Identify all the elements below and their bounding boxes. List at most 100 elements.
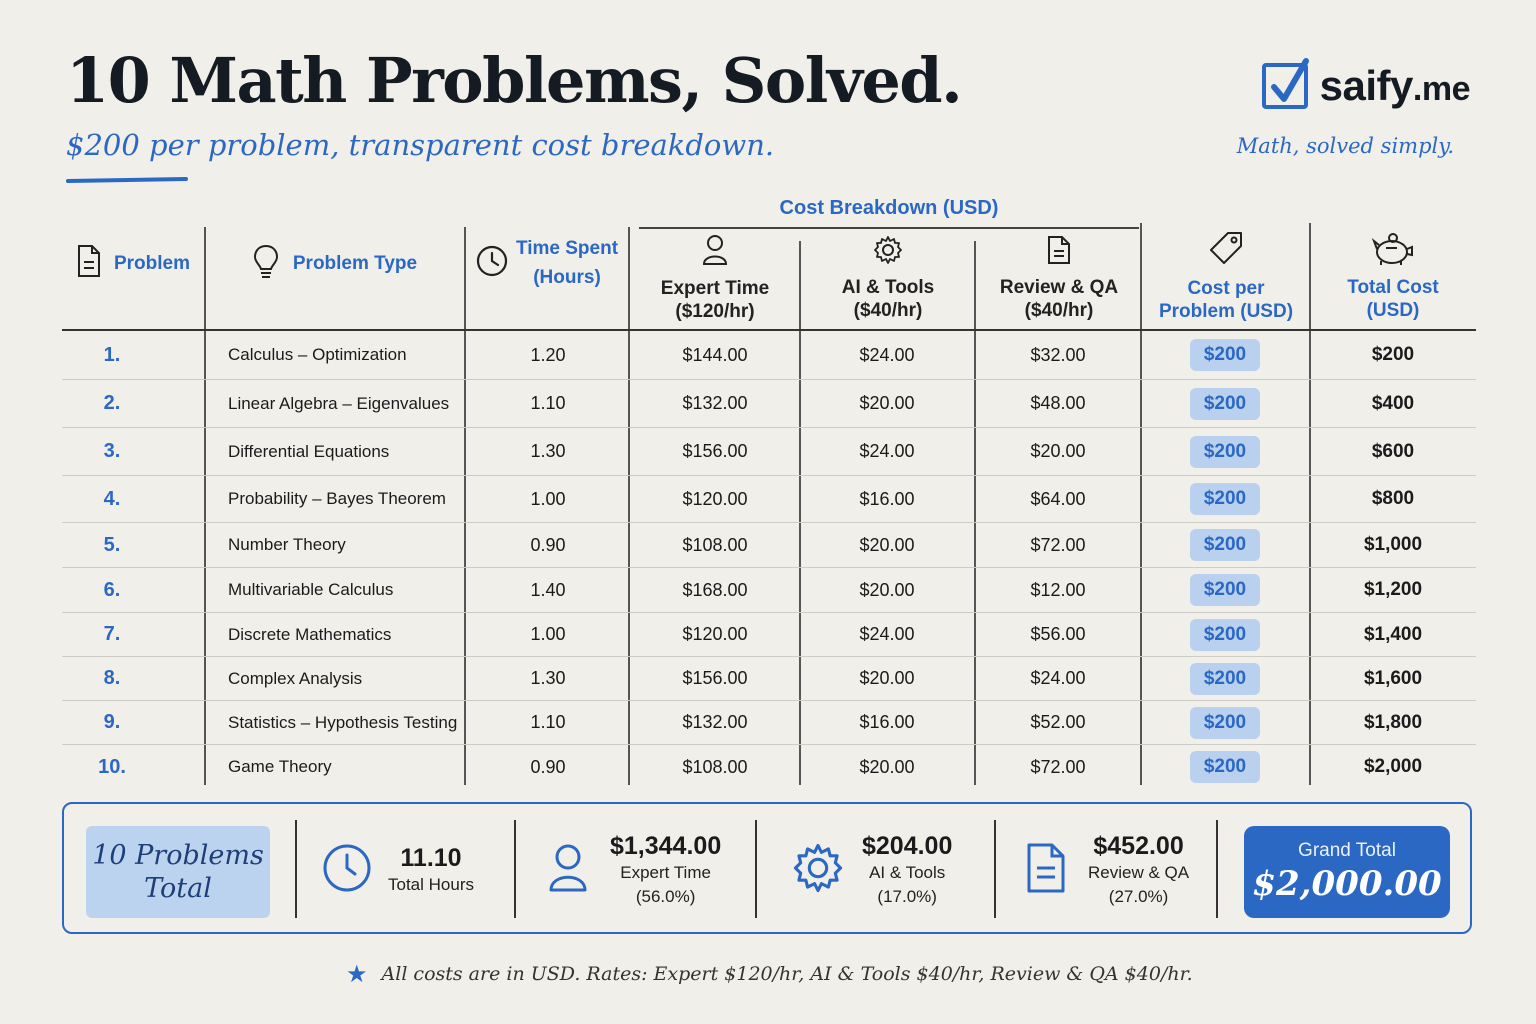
summary-review-qa: $452.00 Review & QA (27.0%) — [1026, 804, 1189, 936]
price-pill: $200 — [1189, 529, 1261, 561]
header-cost-per-problem: Cost per Problem (USD) — [1142, 195, 1310, 331]
ai-cost-cell: $20.00 — [859, 668, 915, 688]
problem-type-cell: Discrete Mathematics — [228, 624, 392, 644]
review-cost-cell: $56.00 — [1030, 624, 1086, 644]
document-icon — [76, 244, 102, 283]
expert-cost-cell: $168.00 — [682, 579, 748, 600]
row-number: 7. — [103, 623, 121, 645]
problem-type-cell: Linear Algebra – Eigenvalues — [228, 393, 450, 413]
footnote: ★ All costs are in USD. Rates: Expert $1… — [346, 960, 1193, 988]
hours-cell: 1.30 — [530, 668, 566, 688]
person-icon — [702, 234, 728, 271]
review-cost-cell: $64.00 — [1030, 488, 1086, 509]
total-cost-cell: $1,000 — [1363, 534, 1423, 555]
price-pill: $200 — [1189, 662, 1261, 695]
expert-cost-cell: $144.00 — [682, 344, 748, 365]
person-icon — [548, 843, 588, 898]
ai-cost-cell: $20.00 — [859, 579, 915, 600]
price-tag-icon — [1208, 230, 1244, 271]
header-problem: Problem — [62, 195, 204, 331]
header-time-spent: Time Spent (Hours) — [464, 195, 630, 331]
cost-breakdown-group-label: Cost Breakdown (USD) — [779, 197, 999, 219]
clock-icon — [322, 843, 372, 898]
table-row: 7. Discrete Mathematics 1.00 $120.00 $24.00 $… — [62, 613, 1476, 657]
table-row: 9. Statistics – Hypothesis Testing 1.10 $13… — [62, 701, 1476, 745]
cost-per-problem-cell: $200 — [1142, 568, 1308, 612]
summary-panel: 10 Problems Total 11.10 Total Hours $1,3… — [62, 802, 1472, 934]
group-divider — [639, 227, 1139, 229]
brand-tagline: Math, solved simply. — [1236, 134, 1454, 158]
brand-logo[interactable]: saify.me — [1261, 58, 1471, 110]
cost-per-problem-cell: $200 — [1142, 428, 1308, 475]
ai-cost-cell: $24.00 — [859, 441, 915, 461]
checkbox-logo-icon — [1261, 58, 1309, 109]
ai-cost-cell: $20.00 — [859, 393, 915, 413]
lightbulb-icon — [251, 243, 281, 284]
summary-ai-tools: $204.00 AI & Tools (17.0%) — [792, 804, 952, 936]
total-cost-cell: $1,800 — [1363, 711, 1423, 733]
row-number: 8. — [103, 667, 121, 689]
review-cost-cell: $12.00 — [1030, 579, 1086, 600]
table-row: 3. Differential Equations 1.30 $156.00 $24.0… — [62, 428, 1476, 476]
expert-cost-cell: $120.00 — [682, 624, 748, 644]
total-cost-cell: $1,400 — [1363, 623, 1423, 645]
col-divider — [1140, 223, 1142, 785]
summary-total-hours: 11.10 Total Hours — [322, 804, 474, 936]
hours-cell: 1.10 — [530, 712, 566, 732]
summary-divider — [1216, 820, 1218, 918]
review-cost-cell: $24.00 — [1030, 668, 1086, 688]
review-cost-cell: $72.00 — [1030, 756, 1086, 777]
row-number: 10. — [98, 755, 126, 778]
expert-cost-cell: $132.00 — [682, 393, 748, 413]
table-row: 5. Number Theory 0.90 $108.00 $20.00 $72.00 $2… — [62, 523, 1476, 568]
total-cost-cell: $1,200 — [1363, 579, 1423, 600]
table-row: 4. Probability – Bayes Theorem 1.00 $120.00… — [62, 476, 1476, 523]
price-pill: $200 — [1189, 706, 1261, 739]
hours-cell: 1.40 — [530, 579, 566, 600]
total-cost-cell: $600 — [1371, 440, 1415, 462]
header-total-cost: Total Cost (USD) — [1310, 195, 1476, 331]
price-pill: $200 — [1189, 574, 1261, 606]
hours-cell: 1.10 — [530, 393, 566, 413]
col-divider — [204, 227, 206, 785]
page-subtitle: $200 per problem, transparent cost break… — [66, 128, 775, 162]
header-review-qa: Review & QA ($40/hr) — [976, 195, 1142, 331]
table-row: 6. Multivariable Calculus 1.40 $168.00 $20.0… — [62, 568, 1476, 613]
total-cost-cell: $400 — [1371, 392, 1415, 414]
row-number: 4. — [103, 487, 121, 510]
brand-name: saify.me — [1319, 62, 1471, 109]
price-pill: $200 — [1189, 483, 1261, 515]
ai-cost-cell: $16.00 — [859, 488, 915, 509]
problem-type-cell: Calculus – Optimization — [228, 345, 407, 364]
ai-cost-cell: $16.00 — [859, 712, 915, 732]
price-pill: $200 — [1189, 618, 1261, 651]
table-row: 8. Complex Analysis 1.30 $156.00 $20.00 $24.0… — [62, 657, 1476, 701]
expert-cost-cell: $132.00 — [682, 712, 748, 732]
summary-divider — [514, 820, 516, 918]
summary-divider — [994, 820, 996, 918]
problem-type-cell: Complex Analysis — [228, 668, 363, 688]
table-row: 10. Game Theory 0.90 $108.00 $20.00 $72.00 $20… — [62, 745, 1476, 789]
summary-divider — [755, 820, 757, 918]
ai-cost-cell: $24.00 — [859, 344, 915, 365]
header-problem-type: Problem Type — [204, 195, 464, 331]
cost-per-problem-cell: $200 — [1142, 331, 1308, 379]
table-row: 2. Linear Algebra – Eigenvalues 1.10 $132.0… — [62, 380, 1476, 428]
document-lines-icon — [1047, 235, 1071, 270]
problems-total-badge: 10 Problems Total — [86, 826, 270, 918]
ai-cost-cell: $24.00 — [859, 624, 915, 644]
problem-type-cell: Differential Equations — [228, 441, 390, 461]
hours-cell: 1.30 — [530, 441, 566, 461]
total-cost-cell: $200 — [1371, 344, 1415, 365]
cost-per-problem-cell: $200 — [1142, 657, 1308, 700]
problem-type-cell: Probability – Bayes Theorem — [228, 489, 446, 508]
review-cost-cell: $48.00 — [1030, 393, 1086, 413]
cost-per-problem-cell: $200 — [1142, 701, 1308, 744]
row-number: 3. — [103, 440, 121, 462]
price-pill: $200 — [1189, 435, 1261, 468]
price-pill: $200 — [1189, 387, 1261, 420]
ai-cost-cell: $20.00 — [859, 756, 915, 777]
cost-per-problem-cell: $200 — [1142, 380, 1308, 427]
hours-cell: 0.90 — [530, 534, 566, 555]
total-cost-cell: $800 — [1371, 488, 1415, 509]
